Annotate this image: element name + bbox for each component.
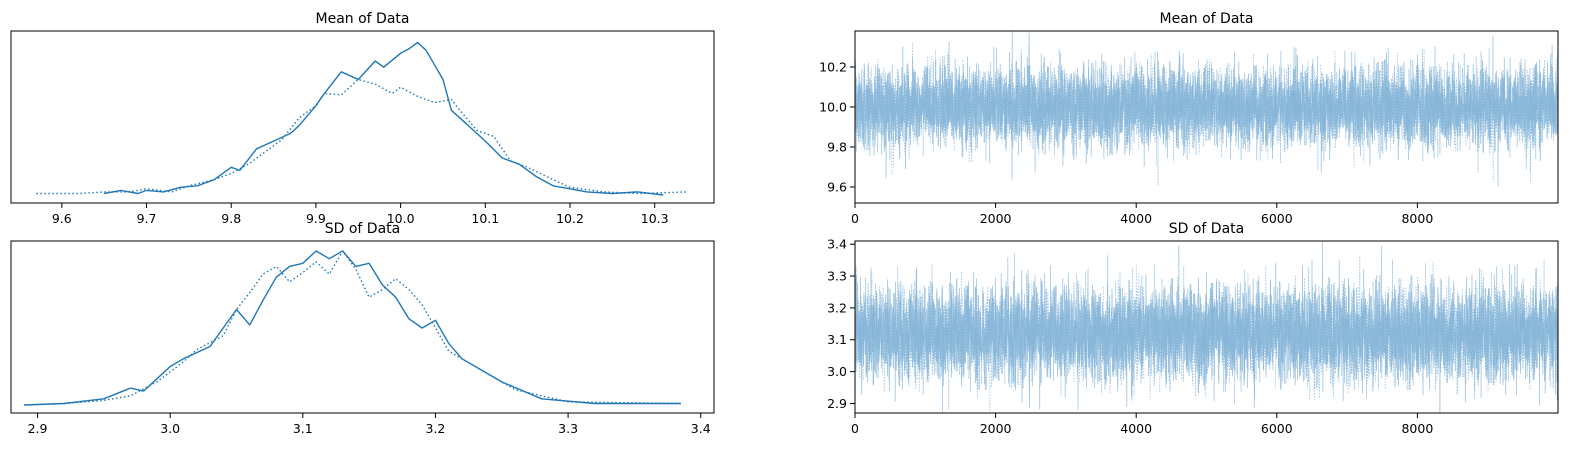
- chart-panel-4: SD of Data 2.9 3.0 3.1 3.2 3.3 3.4 0 2000 4000 600…: [827, 221, 1559, 436]
- chart-panel-3: SD of Data 2.9 3.0 3.1 3.2 3.3 3.4: [10, 221, 715, 436]
- x-tick-label: 4000: [1120, 211, 1152, 226]
- x-tick-label: 10.0: [387, 211, 415, 226]
- axes-frame: [10, 240, 715, 414]
- x-tick-label: 9.9: [306, 211, 326, 226]
- y-tick-label: 3.4: [827, 237, 847, 252]
- y-tick-label: 10.0: [819, 100, 847, 115]
- trace-line-dotted: [855, 252, 1558, 413]
- x-tick-label: 10.2: [556, 211, 584, 226]
- chart-title: Mean of Data: [1160, 11, 1254, 27]
- chart-panel-2: Mean of Data 9.6 9.8 10.0 10.2 0 2000 4000 6000 8…: [819, 11, 1559, 226]
- y-tick-label: 9.8: [827, 140, 847, 155]
- x-tick-label: 2.9: [28, 421, 48, 436]
- density-line-dotted: [36, 78, 689, 195]
- x-tick-label: 8000: [1401, 421, 1433, 436]
- plot-area: [855, 31, 1558, 187]
- trace-line-dotted: [855, 42, 1558, 186]
- x-tick-label: 0: [851, 421, 859, 436]
- axes-frame: [854, 240, 1559, 414]
- x-tick-label: 3.1: [293, 421, 313, 436]
- y-tick-label: 3.2: [827, 300, 847, 315]
- density-line-dotted: [24, 250, 681, 406]
- x-tick-label: 3.0: [160, 421, 180, 436]
- x-tick-label: 0: [851, 211, 859, 226]
- x-tick-label: 9.6: [52, 211, 72, 226]
- chart-panel-1: Mean of Data 9.6 9.7 9.8 9.9 10.0 10.1 10.2 10.3: [10, 11, 715, 226]
- chart-title: SD of Data: [1169, 221, 1245, 237]
- x-tick-label: 3.4: [691, 421, 711, 436]
- chart-title: Mean of Data: [316, 11, 410, 27]
- y-tick-label: 9.6: [827, 180, 847, 195]
- y-tick-label: 2.9: [827, 396, 847, 411]
- x-tick-label: 2000: [980, 421, 1012, 436]
- x-tick-label: 6000: [1261, 211, 1293, 226]
- axes-frame: [854, 30, 1559, 204]
- y-tick-label: 3.0: [827, 364, 847, 379]
- x-tick-label: 4000: [1120, 421, 1152, 436]
- plot-area: [24, 250, 681, 406]
- y-tick-label: 3.1: [827, 332, 847, 347]
- density-line-solid: [24, 250, 681, 406]
- x-tick-label: 3.2: [426, 421, 446, 436]
- y-tick-label: 3.3: [827, 269, 847, 284]
- x-tick-label: 2000: [980, 211, 1012, 226]
- plot-area: [36, 41, 689, 196]
- density-line-solid: [104, 41, 664, 196]
- x-tick-label: 10.3: [641, 211, 669, 226]
- x-tick-label: 6000: [1261, 421, 1293, 436]
- x-tick-label: 8000: [1401, 211, 1433, 226]
- x-tick-label: 10.1: [471, 211, 499, 226]
- y-tick-label: 10.2: [819, 60, 847, 75]
- x-tick-label: 9.7: [137, 211, 157, 226]
- x-tick-label: 3.3: [558, 421, 578, 436]
- chart-title: SD of Data: [325, 221, 401, 237]
- axes-frame: [10, 30, 715, 204]
- x-tick-label: 9.8: [221, 211, 241, 226]
- plot-area: [855, 241, 1558, 413]
